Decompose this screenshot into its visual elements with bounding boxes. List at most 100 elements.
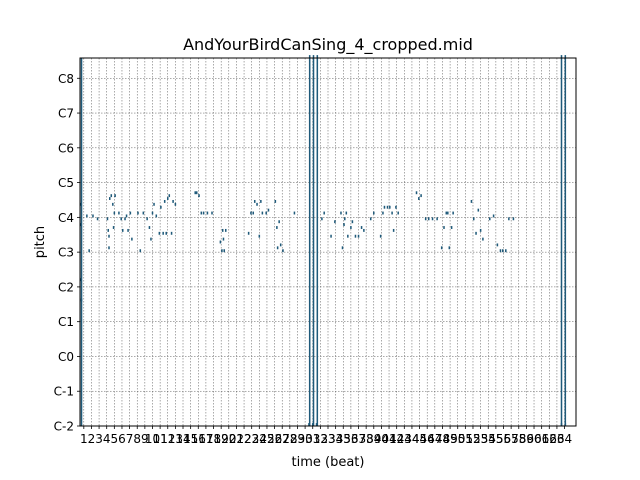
note-mark	[560, 58, 563, 426]
x-tick-label: 58	[511, 432, 526, 446]
note-mark	[350, 226, 352, 229]
x-tick-label: 29	[290, 432, 305, 446]
note-mark	[256, 202, 258, 206]
x-tick-label: 54	[481, 432, 496, 446]
note-mark	[440, 246, 443, 250]
note-mark	[369, 217, 372, 221]
note-mark	[450, 226, 453, 229]
note-mark	[312, 58, 315, 426]
note-mark	[360, 226, 363, 229]
note-mark	[443, 226, 445, 229]
x-tick-label: 19	[214, 432, 229, 446]
note-mark	[316, 58, 319, 426]
note-mark	[340, 211, 342, 215]
x-tick-label: 4	[103, 432, 111, 446]
note-mark	[86, 214, 88, 218]
note-mark	[114, 194, 116, 198]
note-mark	[165, 231, 167, 235]
note-mark	[308, 55, 311, 58]
y-tick-label: C8	[58, 72, 74, 86]
x-tick-label: 23	[244, 432, 259, 446]
note-mark	[564, 55, 567, 58]
note-mark	[250, 211, 252, 215]
x-tick-label: 63	[549, 432, 564, 446]
x-tick-label: 40	[374, 432, 389, 446]
x-tick-label: 18	[206, 432, 221, 446]
y-axis-label: pitch	[33, 226, 48, 258]
note-mark	[194, 191, 196, 195]
note-mark	[252, 211, 254, 215]
note-mark	[391, 211, 393, 215]
note-mark	[163, 199, 166, 203]
note-mark	[499, 249, 502, 253]
note-mark	[276, 246, 279, 250]
x-tick-label: 44	[404, 432, 419, 446]
x-tick-label: 64	[557, 432, 572, 446]
x-tick-label: 13	[168, 432, 183, 446]
note-mark	[121, 228, 124, 232]
note-mark	[512, 217, 515, 221]
note-mark	[470, 199, 473, 203]
note-mark	[219, 240, 222, 244]
y-tick-label: C7	[58, 107, 74, 121]
x-tick-label: 5	[111, 432, 119, 446]
note-mark	[131, 237, 133, 241]
note-mark	[265, 211, 267, 215]
y-tick-label: C4	[58, 211, 74, 225]
x-axis-label: time (beat)	[292, 455, 365, 470]
note-mark	[379, 234, 382, 238]
x-tick-label: 41	[381, 432, 396, 446]
note-mark	[211, 211, 213, 215]
note-mark	[386, 205, 389, 209]
x-tick-label: 34	[328, 432, 343, 446]
note-mark	[420, 194, 422, 198]
y-tick-label: C5	[58, 176, 74, 190]
note-mark	[170, 231, 173, 235]
x-tick-label: 42	[389, 432, 404, 446]
note-mark	[92, 214, 94, 218]
note-mark	[88, 249, 90, 253]
y-tick-label: C6	[58, 141, 74, 155]
note-mark	[445, 211, 448, 215]
note-mark	[150, 237, 152, 241]
note-mark	[496, 243, 499, 247]
x-tick-label: 37	[351, 432, 366, 446]
note-mark	[206, 211, 209, 215]
note-mark	[472, 217, 475, 221]
y-tick-label: C1	[58, 315, 74, 329]
note-mark	[427, 217, 430, 221]
note-mark	[125, 214, 128, 218]
note-mark	[312, 55, 315, 58]
note-mark	[261, 211, 264, 215]
x-tick-label: 25	[259, 432, 274, 446]
note-mark	[276, 226, 278, 229]
y-axis-ticks: C-2 C-1 C0 C1 C2 C3 C4 C5 C6 C7 C8	[54, 72, 80, 434]
note-mark	[168, 194, 171, 198]
note-mark	[479, 228, 482, 232]
note-mark	[224, 228, 227, 232]
note-mark	[151, 211, 154, 215]
x-tick-label: 62	[542, 432, 557, 446]
x-tick-label: 60	[526, 432, 541, 446]
note-mark	[174, 202, 177, 206]
y-tick-label: C0	[58, 350, 74, 364]
x-tick-label: 35	[336, 432, 351, 446]
note-mark	[112, 226, 115, 229]
note-mark	[330, 234, 332, 238]
note-mark	[278, 220, 280, 224]
note-mark	[564, 58, 567, 426]
note-mark	[447, 211, 449, 215]
note-mark	[383, 205, 386, 209]
note-mark	[155, 214, 158, 218]
note-mark	[351, 220, 354, 224]
x-tick-label: 59	[519, 432, 534, 446]
x-tick-label: 30	[297, 432, 312, 446]
x-tick-label: 24	[252, 432, 267, 446]
x-tick-label: 33	[320, 432, 335, 446]
note-mark	[200, 211, 203, 215]
note-mark	[477, 208, 480, 212]
note-mark	[501, 249, 504, 253]
x-tick-label: 48	[435, 432, 450, 446]
note-mark	[148, 226, 151, 229]
